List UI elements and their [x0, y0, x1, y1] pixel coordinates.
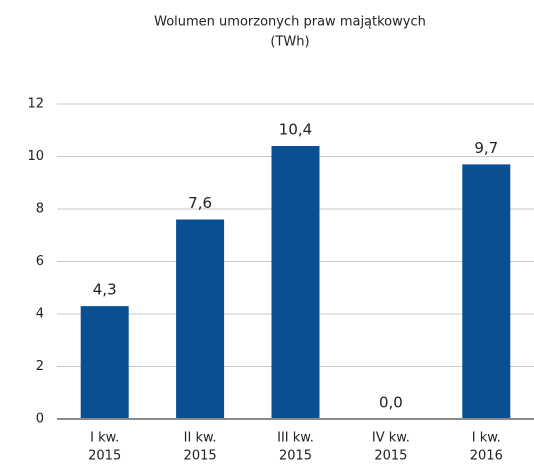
y-tick-label: 0 [36, 412, 44, 427]
x-tick-label: IV kw. [372, 431, 410, 446]
y-tick-label: 4 [36, 307, 44, 322]
chart-title: Wolumen umorzonych praw majątkowych [154, 15, 426, 30]
x-tick-label: 2015 [374, 449, 407, 464]
x-tick-label: III kw. [277, 431, 314, 446]
value-label: 4,3 [93, 281, 117, 299]
chart-title: (TWh) [270, 35, 309, 50]
x-tick-label: 2015 [88, 449, 121, 464]
y-tick-label: 12 [27, 97, 44, 112]
y-tick-label: 8 [36, 202, 44, 217]
x-tick-label: 2016 [470, 449, 503, 464]
y-tick-label: 6 [36, 254, 44, 269]
x-tick-label: I kw. [472, 431, 501, 446]
x-tick-label: 2015 [184, 449, 217, 464]
y-tick-label: 10 [27, 149, 44, 164]
bar [176, 219, 225, 419]
x-tick-label: I kw. [90, 431, 119, 446]
value-label: 9,7 [474, 139, 498, 157]
x-tick-label: II kw. [184, 431, 217, 446]
y-tick-label: 2 [36, 359, 44, 374]
bar [462, 164, 511, 419]
bar [80, 306, 129, 419]
value-label: 0,0 [379, 394, 403, 412]
value-label: 10,4 [279, 121, 312, 139]
x-tick-label: 2015 [279, 449, 312, 464]
value-label: 7,6 [188, 194, 212, 212]
bar [271, 146, 320, 419]
